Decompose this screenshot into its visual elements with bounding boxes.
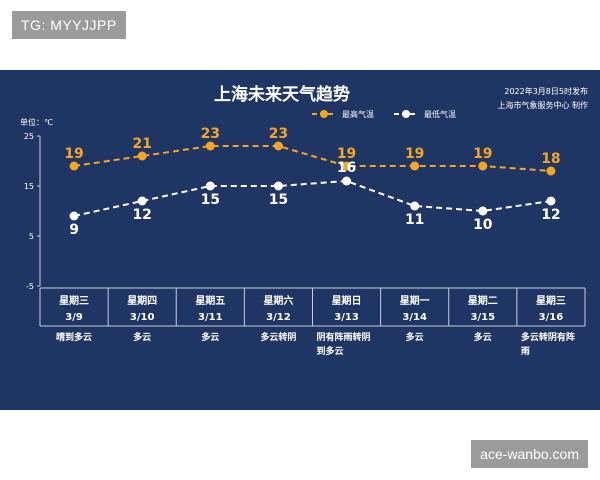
low-temp-point	[410, 201, 420, 211]
forecast-panel: 上海未来天气趋势 2022年3月8日5时发布 上海市气象服务中心 制作 单位：℃…	[0, 70, 600, 410]
low-temp-point	[478, 206, 488, 216]
high-temp-label: 19	[473, 146, 492, 162]
low-temp-label: 12	[132, 207, 151, 223]
date-label: 3/10	[130, 312, 155, 323]
weather-label: 晴到多云	[56, 331, 92, 343]
low-temp-point	[546, 196, 556, 206]
series-points	[69, 141, 556, 221]
publish-date: 2022年3月8日5时发布	[504, 86, 588, 96]
high-temp-label: 19	[405, 146, 424, 162]
legend-low-marker	[402, 110, 410, 118]
high-temp-point	[69, 161, 79, 171]
high-temp-point	[546, 166, 556, 176]
category-boxes: 星期三 3/9 晴到多云 星期四 3/10 多云 星期五 3/11 多云 星期六 3/12 多云转阴 星…	[39, 287, 586, 357]
y-tick-label: 5	[29, 232, 34, 241]
date-label: 3/14	[402, 312, 427, 323]
watermark-bottom: ace-wanbo.com	[471, 440, 588, 468]
low-temp-label: 15	[269, 192, 288, 208]
date-label: 3/15	[471, 312, 496, 323]
weather-label: 雨	[521, 346, 530, 357]
low-temp-label: 11	[405, 212, 424, 228]
low-temp-point	[137, 196, 147, 206]
low-temp-label: 16	[337, 160, 356, 176]
high-temp-point	[205, 141, 215, 151]
low-temp-point	[273, 181, 283, 191]
high-temp-point	[273, 141, 283, 151]
high-temp-point	[410, 161, 420, 171]
low-temp-label: 9	[69, 222, 79, 238]
series-lines	[73, 145, 552, 217]
weekday-label: 星期日	[332, 294, 362, 307]
weather-label: 多云	[201, 331, 219, 343]
high-temp-point	[478, 161, 488, 171]
weather-label: 多云转阴	[260, 331, 296, 343]
data-labels: 19 21 23 23 19 19 19 18 9 12 15 15 16 11 10 12	[64, 126, 560, 238]
weekday-label: 星期四	[127, 294, 157, 307]
date-label: 3/13	[334, 312, 359, 323]
legend-high-marker	[320, 110, 328, 118]
weekday-label: 星期六	[263, 294, 293, 307]
chart-title: 上海未来天气趋势	[214, 84, 350, 105]
weather-label: 阴有阵雨转阴	[317, 331, 371, 343]
low-temp-line	[73, 179, 552, 217]
weather-label: 到多云	[317, 345, 344, 357]
weather-label: 多云	[474, 331, 492, 343]
high-temp-label: 23	[201, 126, 220, 142]
weekday-label: 星期三	[536, 294, 566, 307]
low-temp-point	[205, 181, 215, 191]
high-temp-label: 18	[541, 151, 560, 167]
high-temp-label: 23	[269, 126, 288, 142]
date-label: 3/9	[65, 312, 83, 323]
high-temp-line	[73, 145, 552, 172]
weather-label: 多云	[406, 331, 424, 343]
y-tick-label: 25	[24, 132, 34, 141]
date-label: 3/11	[198, 312, 223, 323]
unit-label: 单位：℃	[20, 117, 53, 127]
weather-label: 多云转阴有阵	[521, 331, 575, 343]
low-temp-label: 15	[201, 192, 220, 208]
y-tick-label: 15	[24, 182, 34, 191]
high-temp-point	[137, 151, 147, 161]
weekday-label: 星期二	[468, 294, 498, 307]
weekday-label: 星期一	[400, 294, 430, 307]
high-temp-label: 19	[64, 146, 83, 162]
low-temp-point	[342, 176, 352, 186]
weekday-label: 星期三	[59, 294, 89, 307]
publisher: 上海市气象服务中心 制作	[497, 100, 588, 110]
date-label: 3/16	[539, 312, 564, 323]
high-temp-label: 21	[132, 136, 151, 152]
high-temp-label: 19	[337, 146, 356, 162]
low-temp-label: 10	[473, 217, 493, 233]
weekday-label: 星期五	[195, 294, 225, 307]
legend-high-label: 最高气温	[342, 109, 374, 119]
low-temp-point	[69, 211, 79, 221]
low-temp-label: 12	[541, 207, 560, 223]
y-tick-label: -5	[26, 282, 34, 291]
legend: 最高气温 最低气温	[312, 109, 456, 119]
watermark-top: TG: MYYJJPP	[12, 11, 126, 39]
y-axis: 25 15 5 -5	[24, 132, 41, 291]
weather-label: 多云	[133, 331, 151, 343]
high-temp-point	[342, 161, 352, 171]
weather-trend-chart: 上海未来天气趋势 2022年3月8日5时发布 上海市气象服务中心 制作 单位：℃…	[20, 84, 588, 357]
legend-low-label: 最低气温	[424, 109, 456, 119]
date-label: 3/12	[266, 312, 291, 323]
